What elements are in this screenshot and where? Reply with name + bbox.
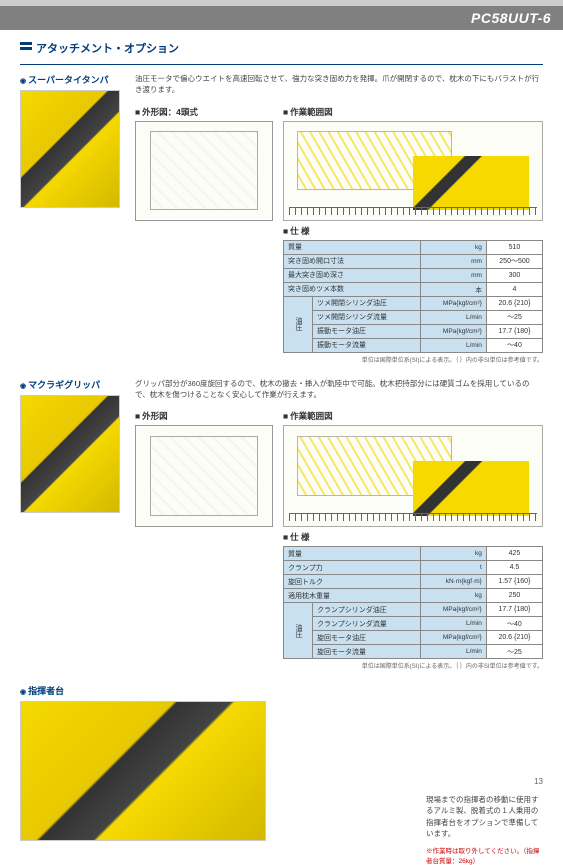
header-bar: PC58UUT-6 — [0, 6, 563, 30]
spec-unit: MPa{kgf/cm²} — [421, 603, 487, 617]
section-title-text: アタッチメント・オプション — [36, 40, 179, 56]
attachment-block-2: マクラギグリッパ グリッパ部分が360度旋回するので、枕木の撤去・挿入が軌陸中で… — [20, 378, 543, 671]
spec-label: 旋回モータ油圧 — [313, 631, 421, 645]
spec-unit: 本 — [421, 282, 487, 296]
section-title: アタッチメント・オプション — [20, 40, 543, 56]
spec-label: 振動モータ流量 — [313, 338, 421, 352]
att2-work-label: 作業範囲図 — [283, 410, 543, 422]
page-number: 13 — [534, 777, 543, 786]
att1-spec-table: 質量kg510 突き固め開口寸法mm250～500 最大突き固め深さmm300 突き固… — [283, 240, 543, 353]
att1-spec-label: 仕 様 — [283, 225, 543, 237]
att2-spec-label: 仕 様 — [283, 531, 543, 543]
spec-unit: t — [421, 561, 487, 575]
spec-unit: L/min — [421, 338, 487, 352]
spec-value: 250 — [486, 589, 542, 603]
att3-photo — [20, 701, 266, 841]
spec-unit: L/min — [421, 310, 487, 324]
spec-unit: mm — [421, 268, 487, 282]
spec-label: 旋回トルク — [284, 575, 421, 589]
spec-value: ～25 — [486, 645, 542, 659]
spec-unit: L/min — [421, 645, 487, 659]
spec-value: 4 — [486, 282, 542, 296]
spec-group: 油圧 — [284, 296, 313, 352]
att2-dim-diagram — [135, 425, 273, 527]
spec-value: 17.7 {180} — [486, 603, 542, 617]
spec-unit: MPa{kgf/cm²} — [421, 631, 487, 645]
att2-work-diagram — [283, 425, 543, 527]
spec-value: 17.7 {180} — [486, 324, 542, 338]
att1-work-diagram — [283, 121, 543, 221]
spec-label: 最大突き固め深さ — [284, 268, 421, 282]
att2-photo — [20, 395, 120, 513]
spec-label: ツメ開閉シリンダ油圧 — [313, 296, 421, 310]
attachment-block-1: スーパータイタンパ 油圧モータで偏心ウエイトを高速回転させて、強力な突き固め力を… — [20, 73, 543, 364]
spec-unit: kg — [421, 547, 487, 561]
spec-unit: kN·m{kgf·m} — [421, 575, 487, 589]
spec-value: ～40 — [486, 338, 542, 352]
spec-value: 20.6 {210} — [486, 631, 542, 645]
att1-photo — [20, 90, 120, 208]
spec-label: 旋回モータ流量 — [313, 645, 421, 659]
att2-spec-table: 質量kg425クランプ力t4.5旋回トルクkN·m{kgf·m}1.57 {16… — [283, 546, 543, 659]
att1-dim-label: 外形図：4頭式 — [135, 106, 275, 118]
spec-label: 振動モータ油圧 — [313, 324, 421, 338]
att3-desc: 現場までの指揮者の移動に使用するアルミ製、脱着式の１人乗用の指揮者台をオプション… — [426, 794, 543, 839]
att1-work-label: 作業範囲図 — [283, 106, 543, 118]
spec-value: ～40 — [486, 617, 542, 631]
att2-note: 単位は国際単位系(SI)による表示。｛ ｝内の非SI単位は参考値です。 — [283, 661, 543, 670]
att3-red-note: ※作業時は取り外してください。（指揮者台質量：26kg） — [426, 845, 543, 865]
att1-name: スーパータイタンパ — [20, 73, 125, 86]
spec-value: 20.6 {210} — [486, 296, 542, 310]
att2-name: マクラギグリッパ — [20, 378, 125, 391]
spec-value: 1.57 {160} — [486, 575, 542, 589]
spec-unit: kg — [421, 240, 487, 254]
spec-label: 適用枕木重量 — [284, 589, 421, 603]
spec-unit: L/min — [421, 617, 487, 631]
spec-value: ～25 — [486, 310, 542, 324]
spec-value: 300 — [486, 268, 542, 282]
spec-group: 油圧 — [284, 603, 313, 659]
spec-label: ツメ開閉シリンダ流量 — [313, 310, 421, 324]
spec-value: 510 — [486, 240, 542, 254]
spec-label: クランプシリンダ油圧 — [313, 603, 421, 617]
spec-unit: kg — [421, 589, 487, 603]
spec-value: 250～500 — [486, 254, 542, 268]
spec-label: クランプ力 — [284, 561, 421, 575]
spec-value: 4.5 — [486, 561, 542, 575]
att3-name: 指揮者台 — [20, 684, 266, 697]
spec-label: 質量 — [284, 240, 421, 254]
spec-label: クランプシリンダ流量 — [313, 617, 421, 631]
model-number: PC58UUT-6 — [471, 10, 551, 26]
att1-desc: 油圧モータで偏心ウエイトを高速回転させて、強力な突き固め力を発揮。爪が開閉するの… — [135, 73, 543, 96]
spec-label: 突き固め開口寸法 — [284, 254, 421, 268]
att1-note: 単位は国際単位系(SI)による表示。｛ ｝内の非SI単位は参考値です。 — [283, 355, 543, 364]
att2-dim-label: 外形図 — [135, 410, 275, 422]
att2-desc: グリッパ部分が360度旋回するので、枕木の撤去・挿入が軌陸中で可能。枕木把持部分… — [135, 378, 543, 401]
spec-label: 突き固めツメ本数 — [284, 282, 421, 296]
spec-unit: MPa{kgf/cm²} — [421, 296, 487, 310]
spec-label: 質量 — [284, 547, 421, 561]
spec-value: 425 — [486, 547, 542, 561]
spec-unit: MPa{kgf/cm²} — [421, 324, 487, 338]
attachment-block-3: 指揮者台 現場までの指揮者の移動に使用するアルミ製、脱着式の１人乗用の指揮者台を… — [20, 684, 543, 865]
spec-unit: mm — [421, 254, 487, 268]
att1-dim-diagram — [135, 121, 273, 221]
section-icon — [20, 42, 32, 54]
